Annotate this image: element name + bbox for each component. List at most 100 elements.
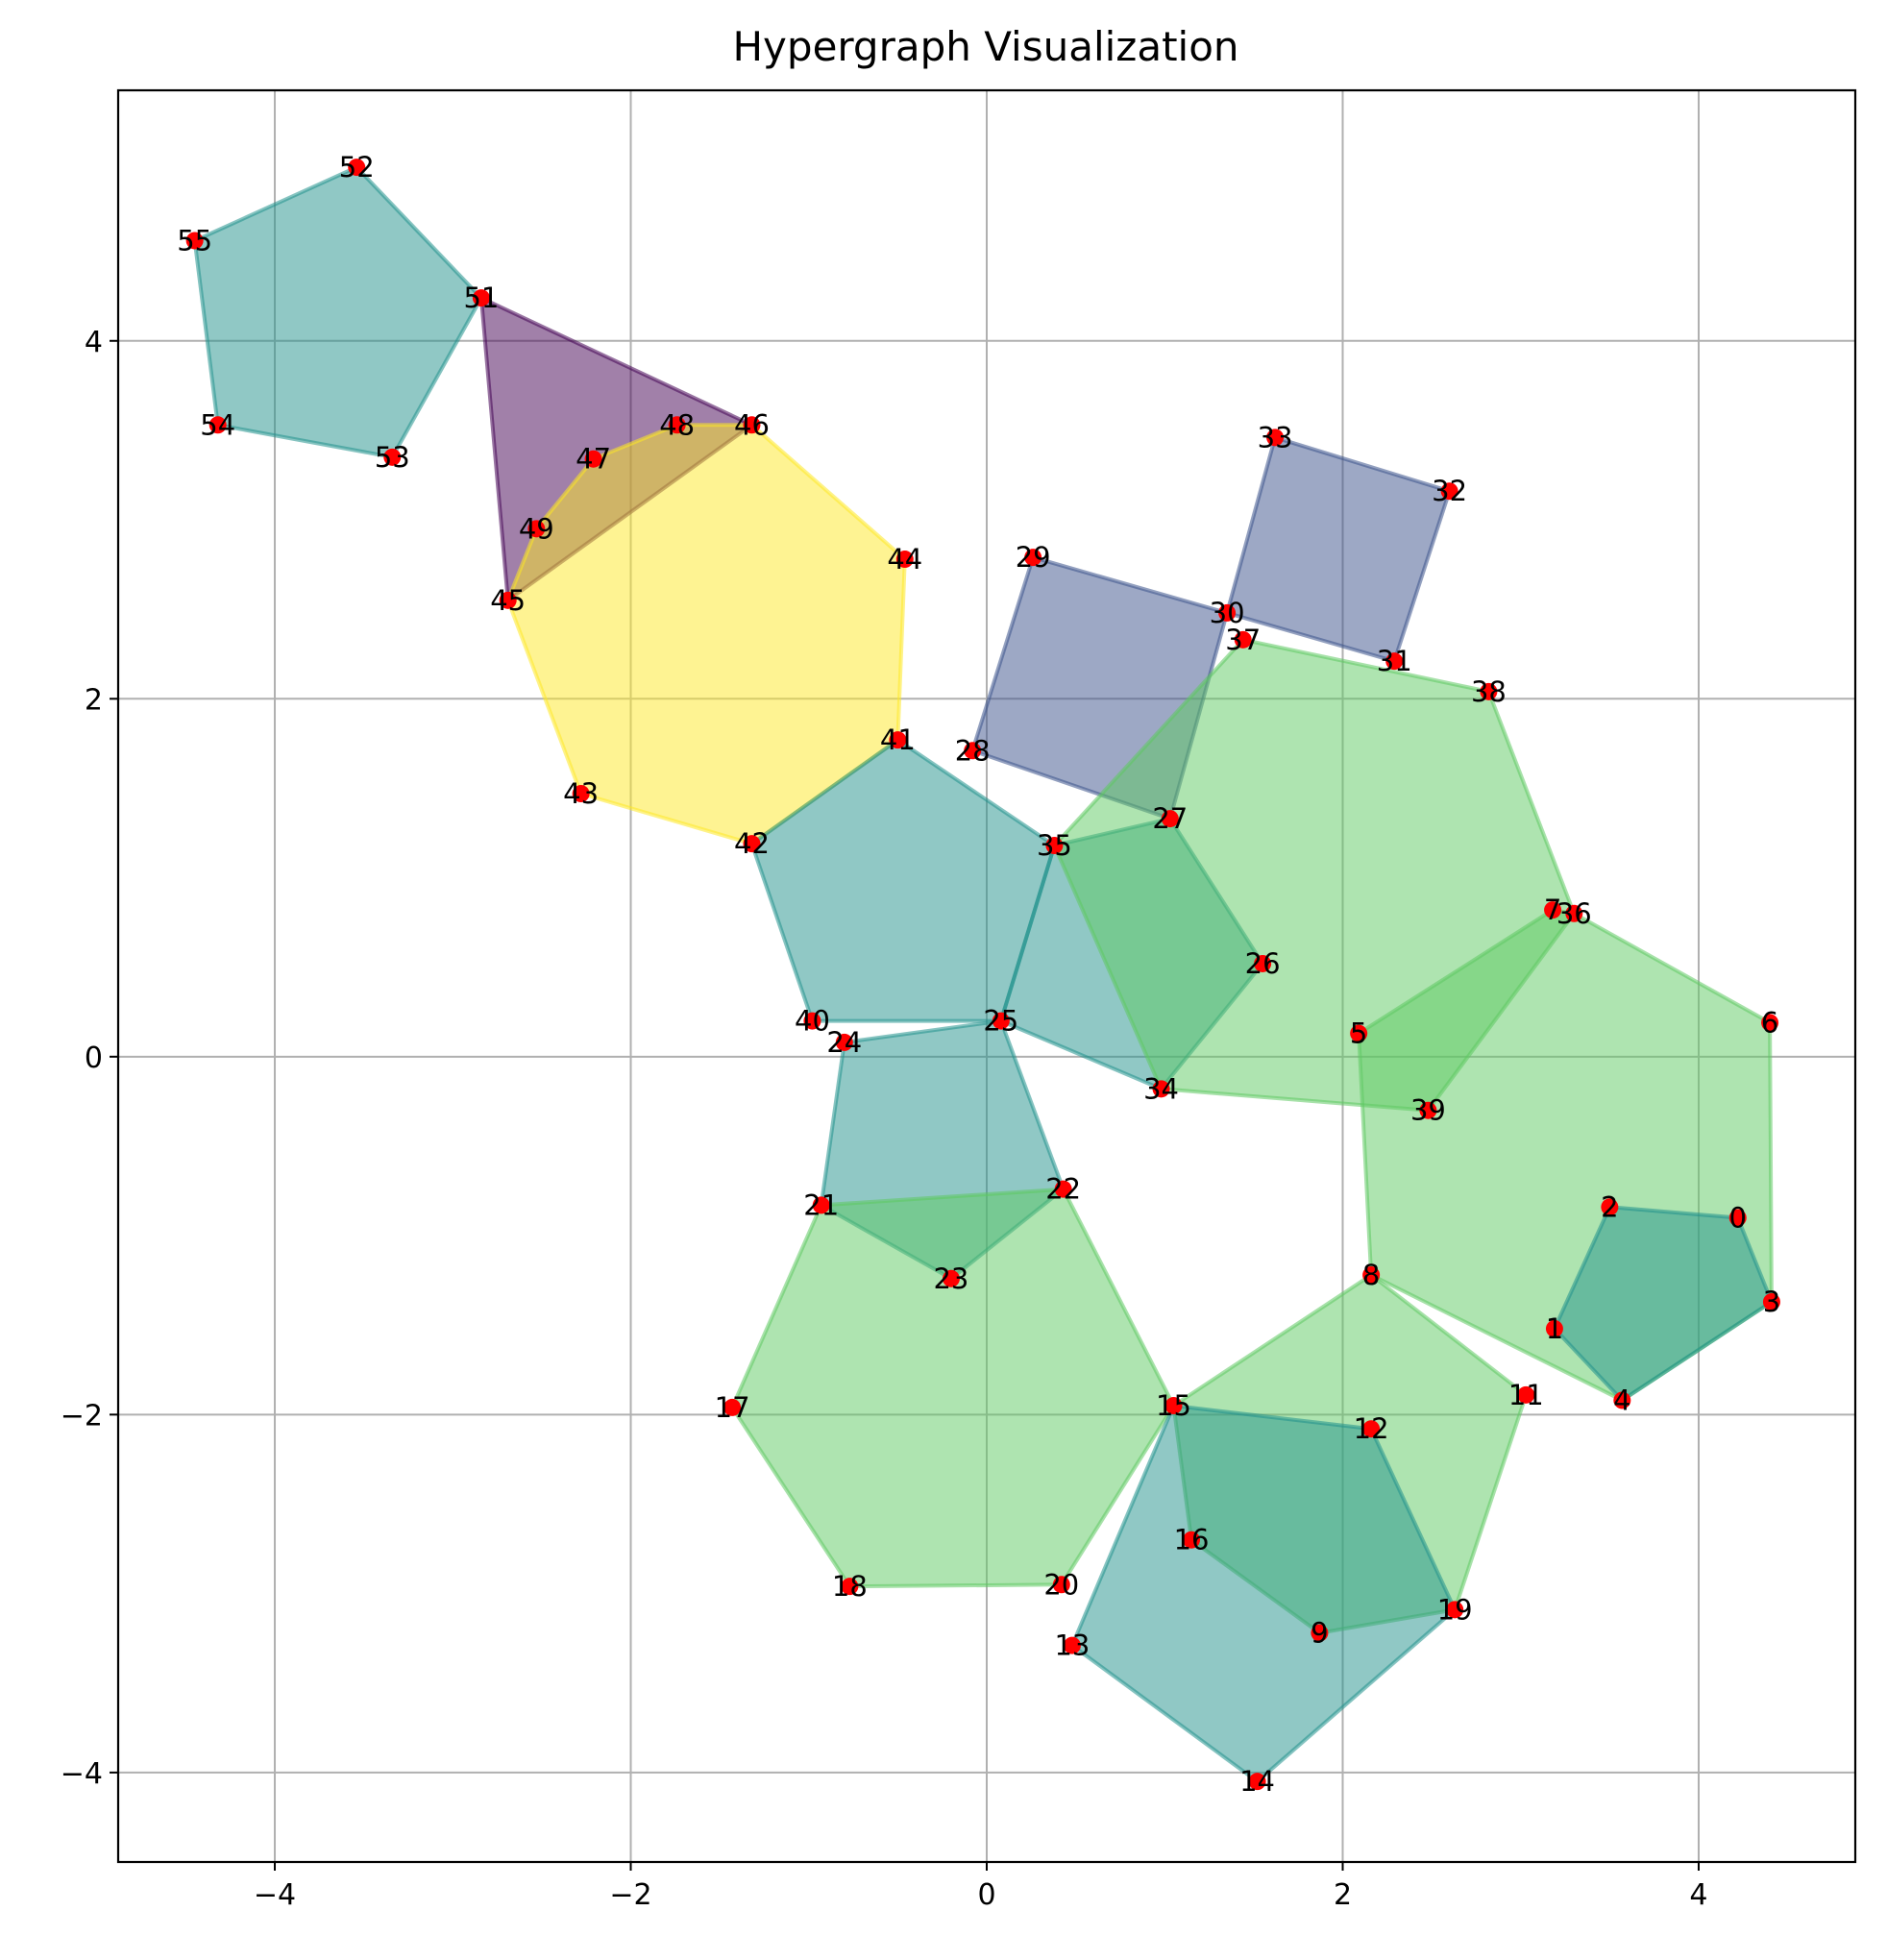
node-6 (1761, 1014, 1779, 1032)
y-tick-label: 0 (85, 1041, 103, 1075)
node-46 (743, 416, 761, 434)
node-label: 38 (1471, 675, 1507, 708)
node-43 (572, 785, 590, 803)
node-label: 43 (563, 777, 599, 810)
node-label: 46 (734, 408, 770, 441)
node-29 (1024, 549, 1042, 567)
node-16 (1183, 1531, 1201, 1549)
node-9 (1311, 1624, 1329, 1642)
node-33 (1266, 429, 1285, 447)
node-label: 52 (339, 151, 375, 184)
x-tick-label: 0 (977, 1878, 995, 1912)
node-label: 22 (1045, 1173, 1081, 1206)
node-label: 14 (1239, 1765, 1275, 1798)
node-49 (527, 520, 546, 538)
node-15 (1164, 1397, 1183, 1415)
node-54 (208, 416, 227, 434)
node-39 (1419, 1101, 1437, 1119)
node-label: 21 (803, 1188, 839, 1221)
node-label: 17 (715, 1391, 750, 1424)
node-label: 41 (880, 723, 916, 756)
hyperedge (192, 165, 483, 459)
node-label: 35 (1037, 829, 1072, 862)
node-label: 15 (1156, 1389, 1191, 1422)
node-30 (1218, 603, 1237, 622)
node-label: 28 (955, 734, 991, 767)
node-label: 1 (1546, 1312, 1563, 1345)
node-label: 32 (1432, 475, 1467, 507)
node-label: 25 (983, 1005, 1018, 1038)
node-51 (472, 289, 490, 307)
node-18 (841, 1578, 859, 1596)
node-35 (1045, 837, 1064, 855)
node-25 (992, 1012, 1010, 1030)
node-label: 5 (1350, 1017, 1367, 1050)
y-tick-label: 2 (85, 683, 103, 717)
node-label: 53 (375, 441, 410, 474)
node-label: 4 (1613, 1384, 1630, 1416)
node-11 (1517, 1385, 1535, 1404)
node-label: 13 (1054, 1629, 1090, 1662)
node-44 (895, 551, 914, 569)
node-label: 3 (1763, 1286, 1780, 1318)
node-label: 37 (1225, 624, 1261, 656)
x-tick-label: −4 (254, 1878, 296, 1912)
node-label: 36 (1556, 897, 1592, 930)
hyperedge (730, 1187, 1176, 1589)
node-53 (383, 448, 402, 466)
node-label: 48 (659, 408, 695, 441)
node-23 (942, 1269, 960, 1287)
node-2 (1601, 1198, 1619, 1216)
hyperedge (1552, 1205, 1774, 1403)
node-label: 44 (887, 543, 922, 576)
node-label: 45 (490, 584, 526, 617)
x-tick-label: 4 (1689, 1878, 1707, 1912)
node-24 (835, 1033, 853, 1051)
node-45 (499, 591, 517, 609)
node-40 (803, 1012, 821, 1030)
node-26 (1254, 954, 1272, 972)
node-13 (1063, 1636, 1081, 1654)
node-1 (1545, 1319, 1563, 1337)
node-19 (1446, 1601, 1464, 1619)
node-label: 47 (576, 443, 611, 476)
node-label: 12 (1354, 1412, 1389, 1445)
node-3 (1762, 1292, 1780, 1311)
node-label: 16 (1174, 1524, 1210, 1556)
node-5 (1350, 1024, 1368, 1042)
node-32 (1440, 482, 1458, 501)
node-38 (1480, 682, 1498, 700)
node-4 (1613, 1391, 1631, 1409)
y-tick-label: 4 (85, 326, 103, 359)
hyperedge (505, 423, 907, 846)
node-label: 49 (519, 512, 554, 545)
node-label: 40 (795, 1005, 830, 1038)
x-tick-label: 2 (1334, 1878, 1352, 1912)
node-37 (1234, 630, 1252, 649)
node-label: 18 (832, 1570, 868, 1603)
node-label: 39 (1410, 1094, 1446, 1127)
node-0 (1728, 1209, 1747, 1227)
node-label: 19 (1437, 1593, 1473, 1626)
node-48 (668, 416, 686, 434)
node-label: 27 (1152, 802, 1188, 835)
node-label: 29 (1016, 541, 1051, 574)
node-label: 0 (1729, 1201, 1747, 1234)
node-28 (964, 742, 982, 760)
node-41 (889, 731, 907, 749)
hyperedge (1069, 1404, 1458, 1784)
node-8 (1362, 1266, 1381, 1285)
y-tick-label: −2 (61, 1399, 103, 1433)
node-34 (1152, 1080, 1170, 1098)
node-27 (1161, 810, 1179, 828)
chart-title: Hypergraph Visualization (732, 23, 1238, 70)
nodes (185, 159, 1780, 1791)
node-label: 8 (1362, 1259, 1380, 1291)
node-label: 23 (933, 1262, 968, 1295)
node-label: 42 (734, 827, 770, 860)
node-label: 7 (1544, 894, 1561, 926)
node-17 (723, 1398, 742, 1416)
x-tick-label: −2 (609, 1878, 651, 1912)
